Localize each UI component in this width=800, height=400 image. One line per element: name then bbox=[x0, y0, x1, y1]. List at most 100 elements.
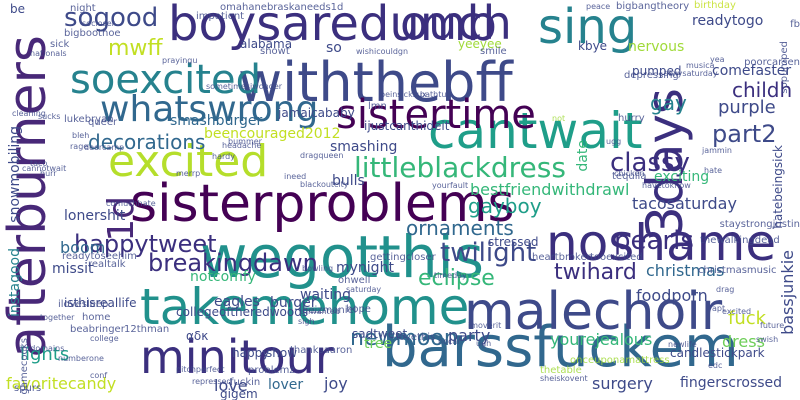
word: yourejealous bbox=[550, 330, 653, 349]
word: chicken bbox=[614, 169, 645, 178]
word: waiting bbox=[300, 287, 352, 303]
word: yeeyee bbox=[458, 37, 502, 51]
word: ineed bbox=[284, 172, 307, 181]
word: fb bbox=[790, 19, 800, 30]
word: newmoon bbox=[350, 326, 458, 351]
word: christmas bbox=[646, 261, 725, 280]
word: dragqueen bbox=[300, 151, 344, 160]
word: night bbox=[70, 3, 96, 14]
word: impatient bbox=[196, 11, 245, 22]
word: fuck bbox=[728, 308, 767, 329]
word: ugg bbox=[606, 137, 622, 146]
word: newlife bbox=[668, 340, 697, 349]
word: repressed bbox=[192, 377, 232, 386]
word: alabama bbox=[240, 37, 293, 51]
word: mynight bbox=[336, 260, 394, 276]
word: yourfault bbox=[432, 181, 469, 190]
word: queer bbox=[88, 117, 118, 128]
word: ouch bbox=[400, 0, 512, 50]
word: thanksaaron bbox=[290, 345, 353, 356]
word: imoverit bbox=[468, 321, 502, 330]
word: lover bbox=[268, 377, 304, 393]
word: minitour bbox=[140, 330, 334, 384]
word: beinsicksux bbox=[380, 90, 427, 99]
word: college bbox=[90, 334, 119, 343]
word: jamaicababy bbox=[278, 106, 355, 120]
word: burger bbox=[270, 295, 317, 311]
word: gigem bbox=[220, 387, 258, 400]
word: stressed bbox=[488, 235, 539, 249]
word: pearls bbox=[614, 226, 694, 256]
word: notcomfy bbox=[190, 269, 256, 285]
word: nervous bbox=[628, 39, 685, 55]
word: birthday bbox=[694, 0, 736, 11]
word: musica bbox=[686, 61, 715, 70]
word: part2 bbox=[712, 120, 777, 148]
word: lukebryan bbox=[64, 114, 114, 125]
word: conf bbox=[90, 371, 108, 380]
word: problemz bbox=[248, 365, 295, 376]
word: bigbangtheory bbox=[616, 1, 690, 12]
word: sucks bbox=[38, 112, 61, 121]
word: hardy bbox=[212, 152, 235, 161]
word: tree bbox=[364, 336, 393, 352]
word: collegeoftheredwoods bbox=[176, 305, 309, 319]
word: heizmaniel bbox=[302, 305, 357, 316]
word: depressing bbox=[624, 70, 679, 81]
word: ijustcanthideit bbox=[364, 119, 450, 133]
word: party bbox=[448, 326, 491, 345]
word: sisterproblems bbox=[130, 174, 515, 234]
word: surgery bbox=[592, 374, 653, 393]
word: cannotwait bbox=[22, 164, 67, 173]
word: christmasmusic bbox=[698, 265, 777, 276]
word: purple bbox=[718, 97, 776, 118]
word: together bbox=[40, 313, 75, 322]
word: malechoir bbox=[464, 282, 723, 342]
word: withthebff bbox=[238, 51, 513, 114]
word: classy bbox=[610, 148, 690, 178]
word: kbye bbox=[578, 39, 608, 53]
word: takemehome bbox=[140, 278, 470, 336]
word: love bbox=[214, 376, 248, 395]
word: rage bbox=[70, 142, 89, 151]
word: hate bbox=[704, 166, 723, 175]
word: decorations bbox=[88, 130, 206, 154]
word: noshame bbox=[546, 214, 777, 272]
word: future bbox=[760, 321, 785, 330]
word: favoritecandy bbox=[6, 374, 117, 393]
word: omahanebraskaneeds1d bbox=[220, 2, 344, 13]
word: timeday bbox=[434, 271, 467, 280]
word: lovethis bbox=[396, 332, 436, 343]
word: bathtub bbox=[420, 90, 452, 99]
word: lonershit bbox=[64, 208, 126, 224]
word: bleh bbox=[72, 131, 90, 140]
word: poorcarsen bbox=[744, 57, 800, 68]
word: 12thman bbox=[124, 324, 170, 335]
word: wegotthis bbox=[200, 223, 484, 291]
word: isthisreallife bbox=[64, 296, 137, 310]
word: fingerscrossed bbox=[680, 375, 783, 391]
word: showt bbox=[260, 46, 290, 57]
word: prayingu bbox=[162, 56, 198, 65]
word: sing bbox=[538, 0, 638, 55]
word: bummer bbox=[228, 137, 262, 146]
word: foodporn bbox=[636, 286, 708, 305]
word: joy bbox=[324, 374, 348, 393]
word: bigboothoe bbox=[64, 28, 121, 39]
word: exciting bbox=[654, 169, 710, 185]
word: be bbox=[10, 2, 25, 16]
word: mwff bbox=[108, 36, 163, 61]
word: readytogo bbox=[692, 13, 764, 29]
word: missit bbox=[52, 261, 94, 277]
word: twihard bbox=[554, 260, 637, 285]
word: yea bbox=[710, 55, 725, 64]
word: sistertime bbox=[336, 92, 536, 138]
word: beabringer bbox=[70, 324, 125, 335]
word: lights bbox=[20, 344, 70, 365]
word: whatswrong bbox=[100, 89, 319, 130]
word: lordomains bbox=[20, 344, 65, 353]
word: sexysaturday bbox=[664, 69, 718, 78]
word: havetoknow bbox=[642, 181, 691, 190]
word: tooexcited bbox=[590, 252, 643, 263]
